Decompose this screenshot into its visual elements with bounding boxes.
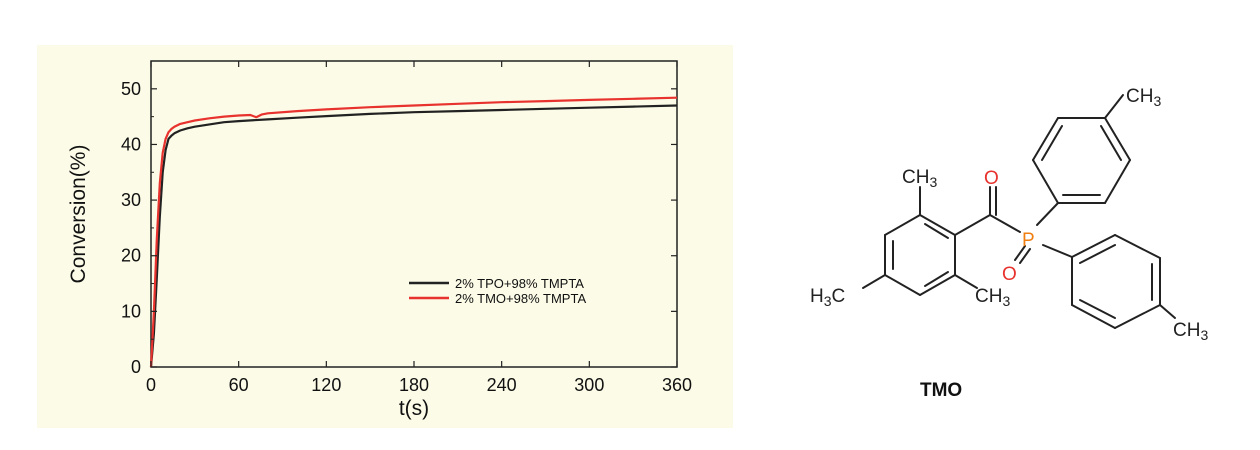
- bond: [1104, 94, 1124, 119]
- bond: [1019, 248, 1031, 264]
- legend-label-tmo: 2% TMO+98% TMPTA: [455, 291, 586, 306]
- series-line-tpo: [149, 104, 678, 368]
- x-tick-label: 240: [487, 375, 517, 395]
- bond: [989, 214, 1021, 233]
- molecule-name: TMO: [920, 380, 962, 401]
- x-axis-title: t(s): [399, 397, 429, 420]
- bond: [1071, 304, 1116, 329]
- bond: [1071, 234, 1116, 258]
- bond: [1114, 304, 1161, 329]
- bond: [1032, 117, 1059, 161]
- bond-inner: [1100, 125, 1122, 161]
- bond: [954, 274, 978, 289]
- bond: [919, 214, 956, 236]
- y-tick-label: 20: [121, 246, 141, 266]
- bond-inner: [1041, 125, 1063, 161]
- bond: [1159, 304, 1176, 319]
- atom-labels: CH3 CH3 H3C CH3 CH3 P O O TMO: [810, 86, 1208, 401]
- methyl-top-ring-label: CH3: [1126, 86, 1161, 109]
- tmo-structure-panel: CH3 CH3 H3C CH3 CH3 P O O TMO: [780, 60, 1250, 420]
- bond-inner: [1079, 299, 1116, 319]
- x-tick-label: 180: [399, 375, 429, 395]
- legend: 2% TPO+98% TMPTA 2% TMO+98% TMPTA: [409, 276, 586, 306]
- bond: [954, 214, 991, 236]
- ticks-layer: 0 60 120 180 240 300 360 0 10 20 30 40 50: [121, 61, 692, 395]
- x-tick-label: 360: [662, 375, 692, 395]
- y-tick-label: 0: [131, 357, 141, 377]
- phosphorus-label: P: [1022, 230, 1035, 251]
- methyl-lower-ring-label: CH3: [1173, 320, 1208, 343]
- bond: [1104, 159, 1131, 204]
- methyl-ortho-bottom-label: CH3: [975, 286, 1010, 309]
- bond: [1114, 234, 1161, 259]
- tmo-structure: CH3 CH3 H3C CH3 CH3 P O O TMO: [810, 86, 1208, 401]
- bond: [1014, 245, 1026, 261]
- y-tick-label: 30: [121, 190, 141, 210]
- bonds: [862, 94, 1176, 329]
- y-tick-label: 40: [121, 134, 141, 154]
- x-tick-label: 300: [574, 375, 604, 395]
- y-tick-label: 10: [121, 301, 141, 321]
- x-tick-label: 120: [311, 375, 341, 395]
- bond: [862, 274, 886, 289]
- bond: [884, 214, 921, 236]
- methyl-para-left-label: H3C: [810, 286, 845, 309]
- bond-inner: [924, 223, 949, 239]
- x-tick-label: 60: [229, 375, 249, 395]
- bond: [919, 274, 956, 296]
- bond-inner: [924, 271, 949, 287]
- legend-label-tpo: 2% TPO+98% TMPTA: [455, 276, 584, 291]
- bond-inner: [1079, 244, 1116, 264]
- bond: [1042, 244, 1073, 258]
- y-axis-title: Conversion(%): [67, 145, 90, 284]
- chart-panel: 0 60 120 180 240 300 360 0 10 20 30 40 50 t(s) Conve…: [37, 45, 733, 428]
- y-tick-label: 50: [121, 79, 141, 99]
- x-tick-label: 0: [146, 375, 156, 395]
- series-layer: [149, 96, 678, 368]
- oxygen-carbonyl-label: O: [984, 168, 999, 189]
- bond: [1104, 117, 1131, 161]
- methyl-ortho-top-label: CH3: [902, 167, 937, 190]
- oxygen-phosphoryl-label: O: [1002, 264, 1017, 285]
- bond: [1036, 202, 1059, 226]
- series-line-tmo: [149, 96, 678, 368]
- conversion-chart: 0 60 120 180 240 300 360 0 10 20 30 40 50 t(s) Conve…: [67, 60, 692, 420]
- bond: [884, 274, 921, 296]
- bond: [1032, 159, 1059, 204]
